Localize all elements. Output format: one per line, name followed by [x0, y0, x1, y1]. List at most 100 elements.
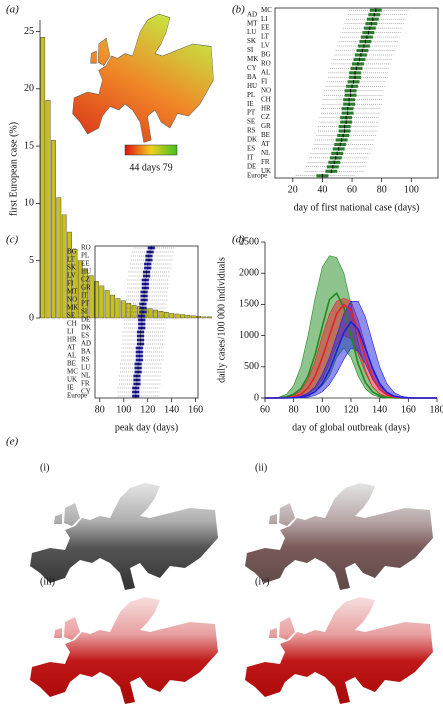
bar — [147, 308, 153, 319]
category-label: Europe — [67, 392, 87, 400]
x-tick-label: 60 — [347, 184, 357, 195]
bar — [201, 316, 207, 319]
category-label: HU — [247, 82, 257, 90]
bar — [163, 312, 169, 319]
category-label: EE — [261, 24, 270, 32]
bar — [158, 310, 164, 319]
category-label: GR — [261, 122, 271, 130]
category-label: CZ — [261, 113, 270, 121]
category-label: GR — [81, 284, 91, 292]
category-label: NO — [67, 296, 77, 304]
x-tick-label: 100 — [116, 404, 131, 415]
band — [265, 300, 437, 399]
panel-label: (c) — [6, 234, 19, 246]
category-label: DE — [81, 316, 90, 324]
category-label: IE — [247, 100, 254, 108]
category-label: SI — [247, 46, 254, 54]
category-label: CH — [261, 95, 271, 103]
y-tick-label: 0 — [254, 392, 259, 403]
y-tick-label: 1500 — [239, 299, 259, 310]
bar — [99, 285, 105, 319]
category-label: BG — [261, 51, 271, 59]
x-tick-label: 100 — [315, 404, 330, 415]
category-label: SE — [247, 118, 255, 126]
map-label: (ii) — [255, 462, 267, 473]
bar — [72, 249, 78, 319]
bar — [51, 140, 56, 319]
panel-label: (a) — [6, 4, 19, 16]
category-label: ES — [247, 145, 255, 153]
category-label: ES — [81, 332, 89, 340]
category-label: MT — [247, 19, 258, 27]
bar — [180, 314, 185, 319]
category-label: BG — [67, 248, 77, 256]
bar — [196, 316, 201, 319]
category-label: FR — [261, 158, 270, 166]
map-label: (i) — [40, 462, 49, 473]
bar — [104, 290, 110, 319]
bar — [83, 268, 89, 319]
x-tick-label: 100 — [404, 184, 419, 195]
category-label: LI — [261, 15, 268, 23]
x-tick-label: 180 — [430, 404, 443, 415]
category-label: AL — [261, 68, 270, 76]
category-label: LI — [67, 328, 74, 336]
y-tick-label: 500 — [244, 361, 259, 372]
category-label: LT — [67, 256, 76, 264]
x-axis-label: day of global outbreak (days) — [292, 422, 410, 433]
category-label: DE — [247, 162, 256, 170]
category-label: FR — [81, 380, 90, 388]
y-tick-label: 10 — [24, 198, 34, 209]
bar — [110, 294, 115, 319]
category-label: CZ — [81, 276, 90, 284]
category-label: MT — [67, 288, 78, 296]
category-label: MC — [67, 368, 78, 376]
category-label: CH — [67, 320, 77, 328]
panel-label: (b) — [232, 4, 245, 16]
category-label: FI — [261, 77, 268, 85]
x-tick-label: 60 — [260, 404, 270, 415]
category-label: HR — [261, 104, 271, 112]
category-label: LU — [247, 28, 256, 36]
x-tick-label: 20 — [288, 184, 298, 195]
x-tick-label: 80 — [95, 404, 105, 415]
y-tick-label: 2500 — [239, 236, 259, 247]
y-tick-label: 1000 — [239, 330, 259, 341]
panel-label: (e) — [6, 436, 19, 448]
bar — [88, 275, 94, 319]
colorbar-label: 44 days 79 — [129, 162, 172, 173]
plot-frame — [274, 7, 439, 179]
category-label: NL — [261, 149, 270, 157]
bar — [185, 314, 191, 319]
bar — [56, 197, 62, 319]
category-label: HU — [81, 268, 91, 276]
category-label: LV — [261, 42, 270, 50]
category-label: PL — [81, 252, 89, 260]
map-label: (iv) — [255, 576, 269, 587]
bar — [77, 260, 83, 319]
bar — [45, 100, 51, 319]
panel-e-maps — [30, 483, 433, 704]
x-tick-label: 160 — [188, 404, 203, 415]
category-label: IE — [67, 384, 74, 392]
y-axis-label: daily cases/100 000 individuals — [216, 257, 227, 383]
category-label: FI — [67, 280, 74, 288]
bar — [61, 214, 67, 319]
category-label: BA — [81, 348, 91, 356]
y-tick-label: 2000 — [239, 267, 259, 278]
x-tick-label: 160 — [401, 404, 416, 415]
category-label: NO — [261, 86, 271, 94]
y-tick-label: 5 — [29, 255, 34, 266]
category-label: CY — [247, 64, 257, 72]
panel-label: (d) — [232, 234, 245, 246]
category-label: MK — [247, 55, 258, 63]
bar — [190, 315, 196, 319]
series-line — [265, 320, 437, 399]
bar — [67, 231, 72, 319]
bar — [115, 298, 121, 319]
category-label: PT — [247, 109, 256, 117]
x-axis-label: peak day (days) — [115, 422, 178, 433]
x-tick-label: 120 — [344, 404, 359, 415]
x-tick-label: 80 — [377, 184, 387, 195]
x-tick-label: 80 — [289, 404, 299, 415]
